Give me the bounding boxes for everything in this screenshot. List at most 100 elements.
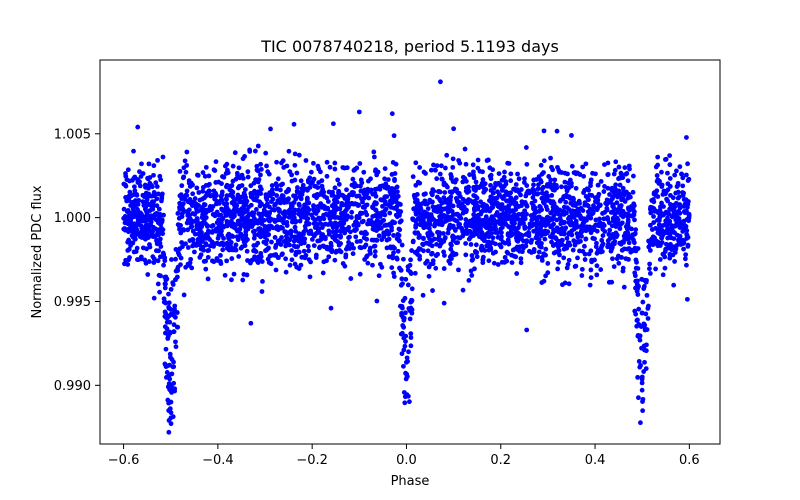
data-point <box>575 239 581 245</box>
data-point <box>243 229 249 235</box>
x-tick-label: 0.6 <box>679 453 700 468</box>
data-point <box>577 201 582 206</box>
data-point <box>634 259 639 265</box>
data-point <box>427 222 433 227</box>
data-point <box>453 240 459 246</box>
data-point <box>605 244 611 250</box>
data-point <box>561 204 567 210</box>
data-point <box>655 210 661 216</box>
data-point <box>653 266 658 272</box>
data-point <box>209 239 215 245</box>
data-point <box>511 212 517 217</box>
data-point <box>316 226 322 232</box>
data-point <box>130 240 136 246</box>
data-point <box>149 193 155 199</box>
data-point <box>499 230 504 236</box>
data-point <box>667 255 673 261</box>
data-point <box>640 408 646 414</box>
data-point <box>168 415 174 421</box>
data-point <box>665 187 671 193</box>
data-point <box>442 236 448 242</box>
data-point <box>413 160 419 166</box>
data-point <box>336 242 342 248</box>
data-point <box>611 264 617 270</box>
data-point <box>340 261 346 266</box>
data-point <box>550 167 556 173</box>
data-point <box>341 217 346 223</box>
data-point <box>407 262 413 268</box>
data-point <box>476 226 482 231</box>
data-point <box>602 209 608 215</box>
data-point <box>555 266 561 272</box>
data-point <box>339 192 345 198</box>
data-point <box>222 272 228 278</box>
data-point <box>412 199 418 205</box>
data-point <box>197 254 203 260</box>
data-point <box>313 184 319 189</box>
data-point <box>490 215 495 220</box>
data-point <box>399 242 405 248</box>
data-point <box>374 172 380 178</box>
data-point <box>156 206 162 212</box>
data-point <box>441 300 447 306</box>
data-point <box>590 210 596 216</box>
data-point <box>371 154 377 160</box>
data-point <box>646 238 651 244</box>
data-point <box>453 177 459 183</box>
data-point <box>205 248 211 254</box>
data-point <box>596 191 602 197</box>
data-point <box>337 248 342 253</box>
data-point <box>685 242 691 248</box>
data-point <box>627 194 633 200</box>
data-point <box>646 244 652 250</box>
data-point <box>422 198 428 204</box>
data-point <box>636 359 642 364</box>
data-point <box>551 200 557 206</box>
data-point <box>582 251 588 257</box>
data-point <box>317 244 323 250</box>
data-point <box>307 274 313 280</box>
data-point <box>248 220 254 226</box>
data-point <box>634 318 640 323</box>
data-point <box>390 255 396 261</box>
data-point <box>148 219 154 225</box>
data-point <box>235 185 241 191</box>
data-point <box>131 249 137 255</box>
data-point <box>397 303 403 309</box>
data-point <box>677 203 682 209</box>
data-point <box>511 186 516 192</box>
data-point <box>188 224 194 230</box>
data-point <box>125 167 131 173</box>
data-point <box>196 208 202 214</box>
data-point <box>560 237 565 243</box>
data-point <box>159 198 164 204</box>
data-point <box>646 303 651 309</box>
data-point <box>579 216 584 222</box>
data-point <box>357 161 363 166</box>
data-point <box>275 206 281 212</box>
data-point <box>471 175 477 181</box>
data-point <box>654 173 660 178</box>
data-point <box>520 249 525 255</box>
data-point <box>612 167 618 173</box>
x-axis-label: Phase <box>391 474 430 489</box>
data-point <box>298 237 304 242</box>
data-point <box>136 197 142 203</box>
data-point <box>582 187 588 193</box>
data-point <box>490 167 496 173</box>
data-point <box>255 143 261 149</box>
data-point <box>143 208 149 214</box>
data-point <box>522 208 528 214</box>
data-point <box>680 221 686 227</box>
data-point <box>447 261 453 266</box>
data-point <box>544 207 550 212</box>
data-point <box>321 216 327 222</box>
data-point <box>463 223 469 228</box>
data-point <box>296 249 302 255</box>
data-point <box>201 259 207 264</box>
data-point <box>588 180 593 186</box>
data-point <box>573 185 579 191</box>
data-point <box>681 204 687 209</box>
data-point <box>599 243 605 249</box>
data-point <box>564 235 570 241</box>
